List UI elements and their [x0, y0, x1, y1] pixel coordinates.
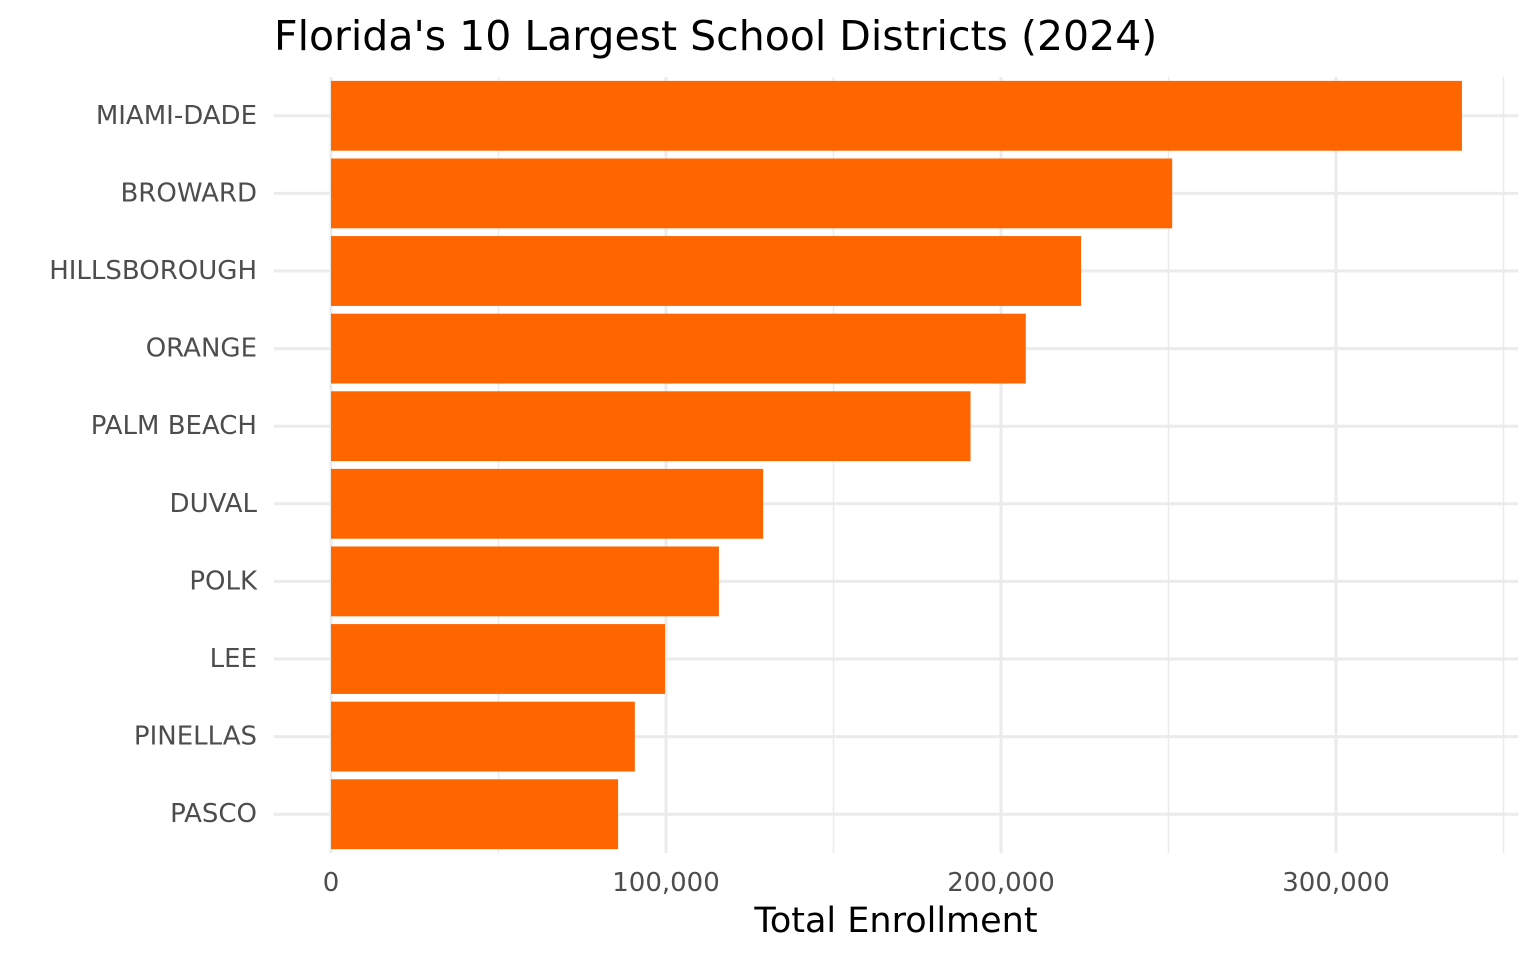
- chart-title: Florida's 10 Largest School Districts (2…: [274, 12, 1157, 60]
- bar-pinellas: [331, 701, 635, 772]
- bar-lee: [331, 624, 665, 694]
- bar-miami-dade: [331, 80, 1462, 151]
- y-tick-label: MIAMI-DADE: [96, 101, 257, 131]
- x-tick-label: 0: [323, 868, 340, 898]
- bar-palm-beach: [331, 391, 971, 462]
- bar-duval: [331, 468, 764, 539]
- y-tick-label: ORANGE: [146, 334, 257, 364]
- y-tick-label: POLK: [189, 566, 258, 596]
- y-tick-label: PINELLAS: [134, 722, 257, 752]
- bar-hillsborough: [331, 236, 1082, 306]
- x-tick-label: 200,000: [947, 868, 1055, 898]
- x-axis-labels: 0 100,000 200,000 300,000: [323, 868, 1390, 898]
- bar-broward: [331, 158, 1173, 229]
- x-tick-label: 100,000: [612, 868, 720, 898]
- x-axis-title: Total Enrollment: [753, 901, 1037, 941]
- bars: [331, 80, 1462, 850]
- bar-pasco: [331, 779, 619, 850]
- y-tick-label: BROWARD: [120, 178, 257, 208]
- y-tick-label: DUVAL: [170, 489, 258, 519]
- x-tick-label: 300,000: [1282, 868, 1390, 898]
- y-tick-label: HILLSBOROUGH: [49, 256, 257, 286]
- bar-orange: [331, 313, 1026, 384]
- bar-polk: [331, 546, 719, 617]
- y-axis-labels: MIAMI-DADE BROWARD HILLSBOROUGH ORANGE PALM …: [49, 101, 258, 829]
- y-tick-label: LEE: [210, 644, 257, 674]
- y-tick-label: PALM BEACH: [91, 411, 257, 441]
- y-tick-label: PASCO: [170, 799, 257, 829]
